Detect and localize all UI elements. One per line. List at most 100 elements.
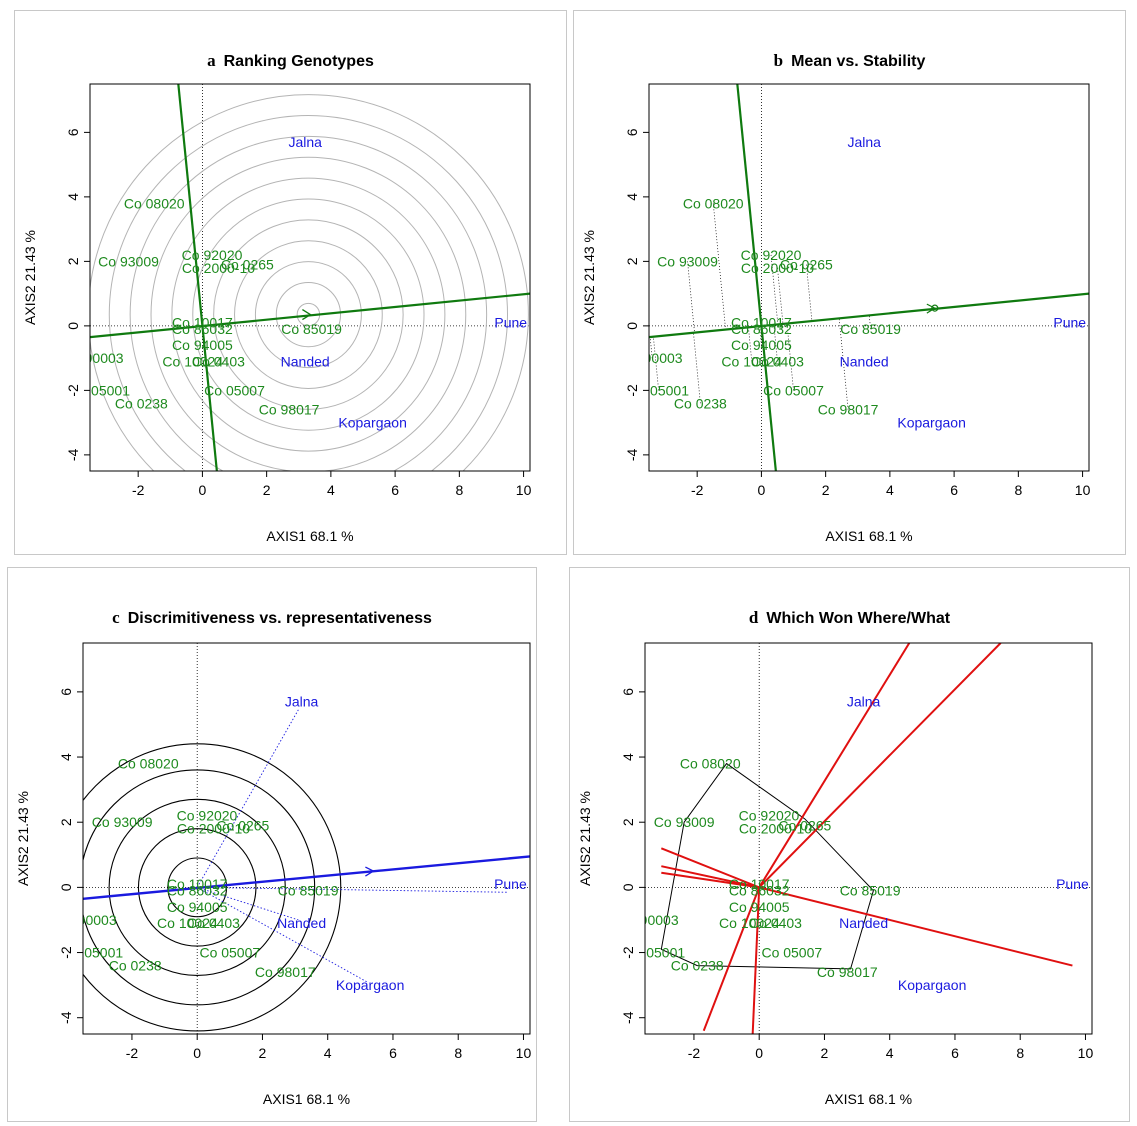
genotype-label: Co 94005 (167, 899, 228, 915)
plot-frame (644, 642, 1093, 1035)
genotype-label: Co 0403 (751, 353, 804, 369)
aec-arrowhead (926, 303, 937, 314)
genotype-label: Co 98017 (259, 402, 320, 418)
x-tick-label: 0 (755, 1045, 763, 1061)
chart-title: d Which Won Where/What (748, 608, 951, 627)
x-tick-label: 0 (199, 482, 207, 498)
genotype-label: Co 94005 (731, 337, 792, 353)
genotype-label: Co 85019 (840, 321, 901, 337)
concentric-circle (167, 857, 228, 918)
genotype-label: Co 05001 (69, 382, 130, 398)
concentric-circle (108, 798, 286, 977)
ranking-circle (108, 115, 508, 471)
x-tick-label: 2 (821, 1045, 829, 1061)
genotype-label: Co 90003 (622, 350, 683, 366)
x-tick-label: 2 (822, 482, 830, 498)
x-tick-label: 10 (1078, 1045, 1094, 1061)
genotype-label: Co 94005 (172, 337, 233, 353)
aec-point (931, 304, 939, 312)
genotype-label: Co 86032 (731, 321, 792, 337)
x-tick-label: 8 (455, 482, 463, 498)
chart-title: a Ranking Genotypes (207, 51, 374, 70)
genotype-label: Co 86032 (167, 883, 228, 899)
genotype-label: Co 08020 (118, 756, 179, 772)
ranking-circle (254, 261, 362, 369)
genotype-label: Co 0265 (216, 817, 269, 833)
y-tick-label: -4 (65, 448, 81, 461)
genotype-label: Co 0238 (674, 395, 727, 411)
genotype-label: Co 05001 (62, 945, 123, 961)
environment-label: Kopargaon (897, 415, 966, 431)
ranking-circle (275, 281, 342, 348)
concentric-circle (137, 828, 257, 947)
genotype-label: Co 98017 (818, 402, 879, 418)
x-tick-label: -2 (691, 482, 704, 498)
ranking-circle (150, 156, 467, 471)
genotype-label: Co 98017 (817, 964, 878, 980)
projection-line (649, 337, 653, 359)
x-axis-title: AXIS1 68.1 % (825, 528, 912, 544)
ranking-circle (129, 135, 488, 471)
genotype-label: Co 85019 (278, 883, 339, 899)
environment-label: Pune (494, 876, 527, 892)
genotype-label: Co 10017 (731, 315, 792, 331)
projection-line (868, 315, 871, 330)
y-tick-label: 0 (65, 322, 81, 330)
x-tick-label: 8 (1014, 482, 1022, 498)
concentric-circle (83, 743, 342, 1032)
projection-line (806, 264, 813, 322)
sector-ray (702, 887, 761, 1032)
x-tick-label: 10 (516, 482, 532, 498)
sector-ray (661, 865, 760, 889)
genotype-label: Co 85019 (840, 883, 901, 899)
genotype-label: Co 93009 (654, 814, 715, 830)
genotype-label: Co 90003 (56, 912, 117, 928)
genotype-label: Co 10024 (719, 915, 780, 931)
concentric-circle (83, 769, 316, 1006)
genotype-label: Co 90003 (63, 350, 124, 366)
y-axis-title: AXIS2 21.43 % (22, 230, 38, 325)
genotype-label: Co 05007 (761, 945, 822, 961)
y-axis-title: AXIS2 21.43 % (15, 791, 31, 886)
projection-line (693, 332, 701, 404)
y-axis-title: AXIS2 21.43 % (577, 791, 593, 886)
genotype-label: Co 10024 (157, 915, 218, 931)
genotype-label: Co 93009 (98, 253, 159, 269)
environment-label: Nanded (839, 915, 888, 931)
genotype-label: Co 05007 (199, 945, 260, 961)
plot-frame (82, 642, 531, 1035)
genotype-label: Co 0403 (192, 353, 245, 369)
y-tick-label: -4 (624, 448, 640, 461)
x-tick-label: 4 (886, 482, 894, 498)
x-tick-label: 0 (193, 1045, 201, 1061)
plot-frame (648, 83, 1090, 472)
projection-line (712, 203, 726, 330)
genotype-label: Co 2000-10 (177, 821, 250, 837)
environment-label: Jalna (847, 694, 881, 710)
genotype-label: Co 0265 (778, 817, 831, 833)
ranking-circle (234, 240, 383, 389)
y-tick-label: 2 (620, 818, 636, 826)
y-tick-label: 6 (624, 128, 640, 136)
chart-title: b Mean vs. Stability (773, 51, 926, 70)
y-tick-label: -2 (624, 384, 640, 397)
projection-line (773, 324, 778, 362)
x-tick-label: 10 (1075, 482, 1091, 498)
projection-line (777, 267, 784, 324)
x-tick-label: -2 (688, 1045, 701, 1061)
x-tick-label: 8 (1016, 1045, 1024, 1061)
genotype-label: Co 0403 (187, 915, 240, 931)
aec-ordinate (736, 84, 777, 471)
y-tick-label: 4 (620, 753, 636, 761)
x-tick-label: 2 (263, 482, 271, 498)
y-axis-title: AXIS2 21.43 % (581, 230, 597, 325)
genotype-label: Co 08020 (680, 756, 741, 772)
environment-vector (197, 886, 508, 893)
genotype-label: Co 0265 (221, 257, 274, 273)
genotype-label: Co 08020 (683, 195, 744, 211)
x-tick-label: 6 (950, 482, 958, 498)
